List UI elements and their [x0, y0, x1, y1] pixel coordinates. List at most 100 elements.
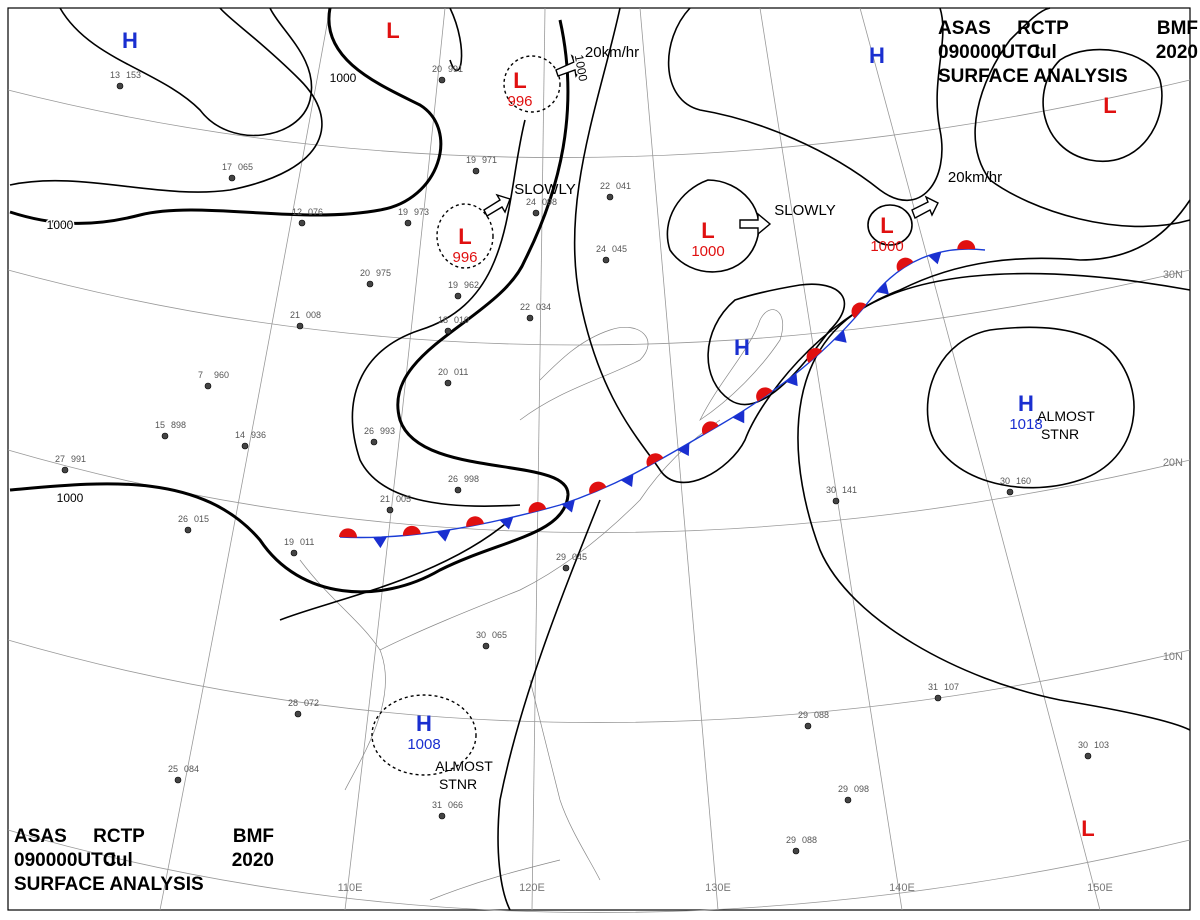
motion-arrow	[483, 193, 511, 217]
station-temperature: 30	[826, 485, 836, 495]
station-temperature: 19	[398, 207, 408, 217]
station-pressure: 993	[380, 426, 395, 436]
motion-arrow	[555, 54, 585, 78]
cold-front-mark	[436, 529, 451, 542]
station-pressure: 898	[171, 420, 186, 430]
station-symbol	[482, 642, 490, 650]
warm-front-mark	[851, 302, 867, 319]
station-temperature: 12	[292, 207, 302, 217]
warm-front-mark	[402, 525, 421, 536]
isobar-label: 1000	[47, 218, 74, 232]
station-pressure: 015	[194, 514, 209, 524]
station-pressure: 998	[464, 474, 479, 484]
station-temperature: 26	[364, 426, 374, 436]
longitude-label: 110E	[338, 882, 363, 894]
center-letter: H	[734, 335, 750, 360]
cold-front-mark	[833, 330, 847, 343]
cold-front-mark	[677, 442, 690, 456]
station-pressure: 971	[482, 155, 497, 165]
station-symbol	[366, 280, 374, 288]
station-symbol	[61, 466, 69, 474]
station-pressure: 960	[214, 370, 229, 380]
warm-front-mark	[701, 421, 719, 435]
isobar	[926, 326, 1135, 489]
station-pressure: 010	[454, 315, 469, 325]
station-temperature: 25	[168, 764, 178, 774]
station-symbol	[116, 82, 124, 90]
station-temperature: 19	[284, 537, 294, 547]
station-symbol	[1006, 488, 1014, 496]
meridian	[344, 7, 446, 911]
cold-front-mark	[785, 373, 798, 387]
latitude-label: 20N	[1163, 457, 1183, 469]
center-letter: H	[122, 28, 138, 53]
center-pressure: 996	[452, 249, 477, 266]
station-symbol	[472, 167, 480, 175]
warm-front-mark	[466, 516, 484, 528]
station-temperature: 26	[178, 514, 188, 524]
map-frame	[7, 7, 1191, 911]
station-symbol	[438, 812, 446, 820]
station-pressure: 045	[612, 244, 627, 254]
station-pressure: 098	[542, 197, 557, 207]
isobar	[351, 119, 526, 507]
station-temperature: 29	[838, 784, 848, 794]
station-temperature: 21	[290, 310, 300, 320]
motion-arrows	[483, 54, 939, 236]
high-circle	[371, 694, 477, 776]
warm-front-mark	[896, 257, 914, 272]
center-note: ALMOST	[435, 758, 493, 774]
station-pressure: 975	[376, 268, 391, 278]
motion-label: SLOWLY	[774, 202, 835, 219]
station-symbol	[934, 694, 942, 702]
front-symbols	[338, 240, 976, 549]
header-text: 2020	[232, 850, 274, 871]
station-temperature: 7	[198, 370, 203, 380]
coastline	[519, 327, 649, 421]
station-symbol	[562, 564, 570, 572]
center-letter: L	[386, 18, 399, 43]
longitude-label: 150E	[1087, 882, 1113, 894]
warm-front-mark	[756, 387, 773, 402]
station-temperature: 21	[380, 494, 390, 504]
station-pressure: 088	[802, 835, 817, 845]
center-pressure: 1008	[407, 736, 440, 753]
meridian	[759, 7, 903, 911]
warm-front-mark	[957, 240, 976, 250]
station-pressure: 084	[184, 764, 199, 774]
low-circle	[503, 55, 561, 113]
isobar	[449, 7, 463, 72]
station-pressure: 011	[300, 537, 314, 547]
header-text: 090000UTC	[14, 850, 117, 871]
header-text: BMF	[1157, 18, 1198, 39]
isobar	[666, 179, 760, 273]
station-pressure: 008	[306, 310, 321, 320]
warm-front-mark	[646, 453, 664, 467]
isobar	[573, 7, 1191, 484]
center-pressure: 1000	[691, 243, 724, 260]
station-pressure: 041	[616, 181, 631, 191]
station-pressure: 045	[572, 552, 587, 562]
coastlines	[299, 309, 784, 901]
station-pressure: 034	[536, 302, 551, 312]
graticule	[7, 7, 1191, 913]
station-symbol	[294, 710, 302, 718]
station-temperature: 20	[432, 64, 442, 74]
isobar	[667, 7, 944, 202]
station-symbol	[386, 506, 394, 514]
center-letter: L	[1103, 93, 1116, 118]
station-symbol	[204, 382, 212, 390]
station-temperature: 20	[438, 367, 448, 377]
isobar	[797, 272, 1191, 731]
station-pressure: 936	[251, 430, 266, 440]
center-letter: H	[416, 711, 432, 736]
station-temperature: 29	[556, 552, 566, 562]
center-note: ALMOST	[1037, 408, 1095, 424]
longitude-label: 140E	[889, 882, 915, 894]
station-temperature: 14	[235, 430, 245, 440]
cold-front-mark	[372, 536, 387, 549]
parallel	[7, 639, 1191, 723]
header-text: RCTP	[1017, 18, 1069, 39]
station-temperature: 13	[110, 70, 120, 80]
station-symbol	[404, 219, 412, 227]
